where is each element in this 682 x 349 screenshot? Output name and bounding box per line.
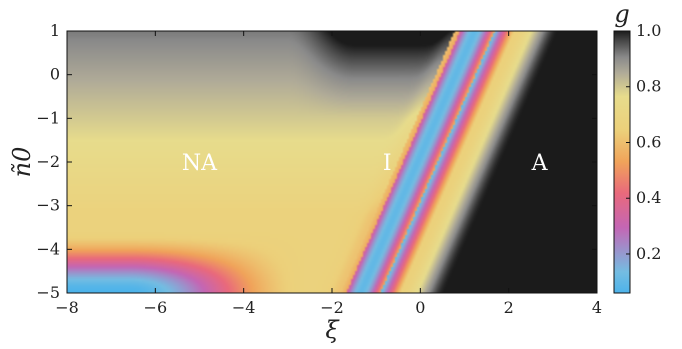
x-tick-label: −6 <box>144 298 168 317</box>
x-tick-label: 4 <box>592 298 602 317</box>
heatmap-image <box>67 31 597 293</box>
region-labels: NA I A <box>182 151 549 176</box>
region-label-i: I <box>383 151 392 176</box>
x-axis-ticks: −8 −6 −4 −2 0 2 4 <box>55 31 602 317</box>
x-tick-label: 2 <box>504 298 514 317</box>
colorbar-tick-label: 0.8 <box>636 77 661 96</box>
y-tick-label: −3 <box>36 196 60 215</box>
colorbar-gradient <box>613 30 631 294</box>
y-axis-title: ñ0 <box>8 147 36 178</box>
colorbar-ticks: 1.0 0.8 0.6 0.4 0.2 <box>626 21 661 263</box>
heatmap-plot-area <box>66 30 598 294</box>
y-tick-label: 1 <box>50 21 60 40</box>
x-tick-label: 0 <box>415 298 425 317</box>
y-tick-label: −2 <box>36 152 60 171</box>
y-tick-label: 0 <box>50 65 60 84</box>
x-axis-title: ξ <box>325 316 340 344</box>
y-tick-label: −4 <box>36 239 60 258</box>
region-label-a: A <box>531 151 549 176</box>
y-tick-label: −1 <box>36 108 60 127</box>
colorbar-tick-label: 0.2 <box>636 244 661 263</box>
y-axis-ticks: 1 0 −1 −2 −3 −4 −5 <box>36 21 597 302</box>
x-tick-label: −8 <box>55 298 79 317</box>
region-label-na: NA <box>182 151 218 176</box>
x-tick-label: −4 <box>232 298 256 317</box>
colorbar-tick-label: 1.0 <box>636 21 661 40</box>
y-tick-label: −5 <box>36 283 60 302</box>
colorbar-tick-label: 0.6 <box>636 132 661 151</box>
colorbar-tick-label: 0.4 <box>636 188 661 207</box>
x-tick-label: −2 <box>320 298 344 317</box>
colorbar: g 1.0 0.8 0.6 0.4 0.2 <box>613 0 661 294</box>
colorbar-title: g <box>614 0 629 28</box>
